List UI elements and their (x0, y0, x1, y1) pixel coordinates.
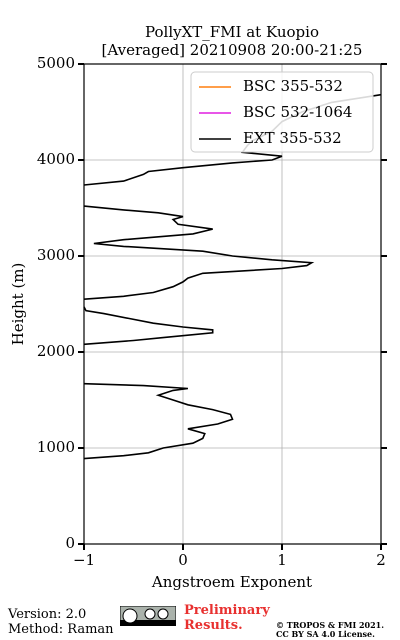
x-tick-label: 0 (178, 551, 188, 569)
y-tick-label: 5000 (37, 54, 75, 72)
y-tick-label: 0 (65, 534, 75, 552)
copyright: © TROPOS & FMI 2021. (276, 620, 385, 630)
x-axis-label: Angstroem Exponent (151, 573, 312, 591)
chart-title: PollyXT_FMI at Kuopio (145, 23, 319, 41)
y-tick-label: 1000 (37, 438, 75, 456)
cc-badge (120, 606, 176, 626)
data-line (83, 93, 382, 460)
method: Method: Raman (8, 622, 114, 637)
legend-label: EXT 355-532 (243, 129, 342, 147)
y-tick-label: 2000 (37, 342, 75, 360)
legend-label: BSC 532-1064 (243, 103, 352, 121)
status: Preliminary Results. (184, 603, 270, 633)
x-tick-label: −1 (73, 551, 95, 569)
legend-box (190, 71, 374, 153)
legend-label: BSC 355-532 (243, 77, 343, 95)
chart: PollyXT_FMI at Kuopio [Averaged] 2021090… (9, 23, 387, 591)
x-tick-label: 1 (277, 551, 287, 569)
license: CC BY SA 4.0 License. (276, 629, 375, 639)
x-tick-label: 2 (376, 551, 386, 569)
chart-subtitle: [Averaged] 20210908 20:00-21:25 (102, 41, 363, 59)
plot-frame (83, 63, 382, 545)
y-tick-label: 4000 (37, 150, 75, 168)
y-axis-label: Height (m) (9, 263, 27, 346)
y-tick-label: 3000 (37, 246, 75, 264)
version: Version: 2.0 (8, 607, 87, 622)
